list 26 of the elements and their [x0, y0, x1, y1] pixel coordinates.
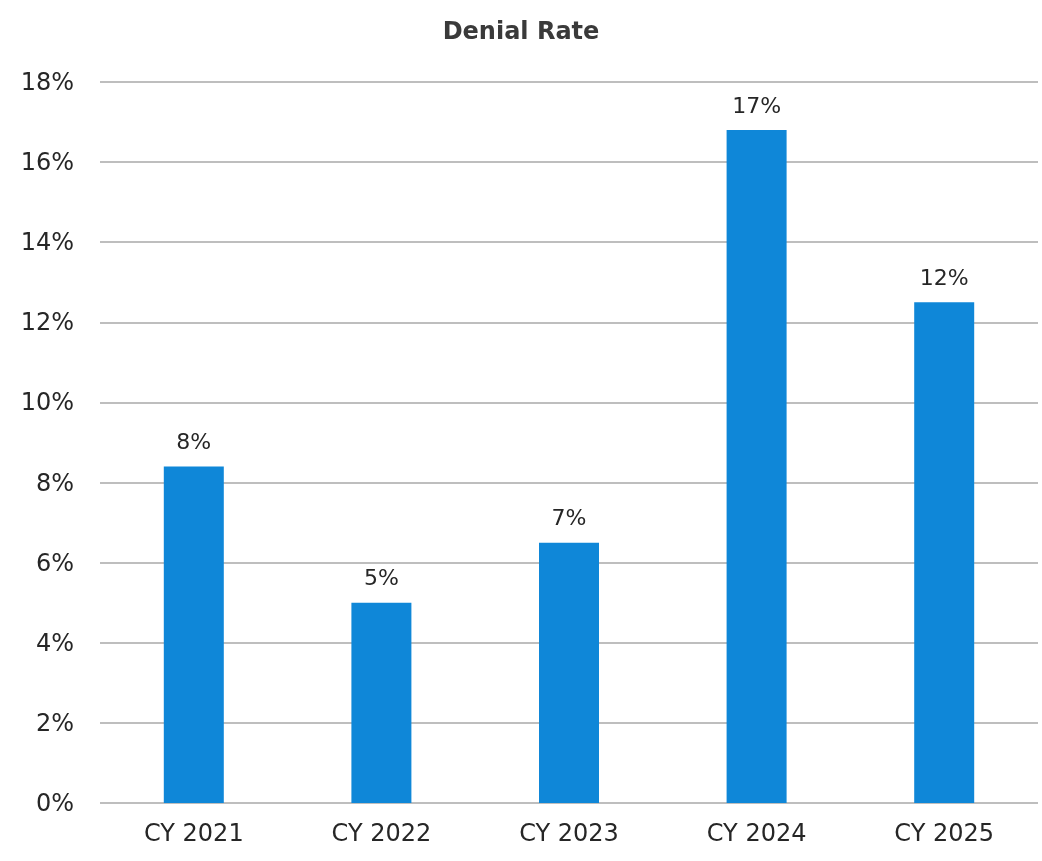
data-label: 5% [363, 565, 399, 591]
bar [351, 602, 412, 803]
x-tick-label: CY 2025 [894, 819, 995, 847]
data-label: 8% [176, 429, 212, 455]
x-tick-label: CY 2021 [143, 819, 244, 847]
data-label: 17% [732, 92, 782, 118]
y-tick-label: 16% [20, 148, 74, 177]
x-tick-label: CY 2023 [519, 819, 619, 847]
y-tick-label: 12% [20, 308, 74, 337]
data-label: 7% [551, 505, 587, 531]
chart-title: Denial Rate [442, 17, 600, 45]
y-tick-label: 14% [20, 228, 74, 257]
bar [163, 466, 224, 803]
y-tick-label: 18% [20, 68, 74, 96]
x-tick-label: CY 2024 [706, 819, 807, 847]
bar [726, 130, 787, 803]
bar [914, 302, 975, 803]
y-tick-label: 2% [35, 708, 74, 737]
bar [539, 542, 599, 803]
y-tick-label: 4% [35, 628, 74, 657]
y-tick-label: 6% [35, 548, 74, 577]
y-tick-label: 0% [35, 789, 74, 817]
y-tick-label: 10% [20, 388, 74, 417]
x-tick-label: CY 2022 [331, 819, 432, 847]
y-tick-label: 8% [35, 468, 74, 497]
data-label: 12% [919, 264, 969, 290]
